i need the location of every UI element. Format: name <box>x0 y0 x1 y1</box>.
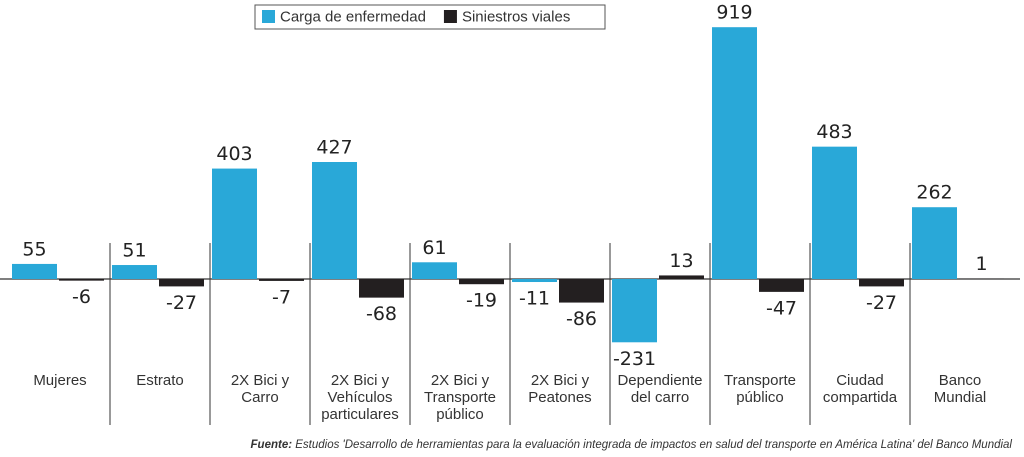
legend-swatch <box>443 10 457 23</box>
x-tick-label: Estrato <box>136 372 184 389</box>
value-label: -27 <box>166 292 197 314</box>
value-label: 403 <box>216 143 252 165</box>
value-label: 262 <box>916 182 952 204</box>
value-label: -7 <box>272 286 291 308</box>
bar <box>912 207 957 279</box>
x-tick-label: Mujeres <box>33 372 87 389</box>
x-tick-label: 2X Bici y Vehículos particulares <box>321 372 399 423</box>
x-tick-label: Ciudad compartida <box>822 372 898 406</box>
value-label: 13 <box>669 250 693 272</box>
value-label: -6 <box>72 286 91 308</box>
bar <box>612 279 657 343</box>
source-note: Fuente: Estudios 'Desarrollo de herramie… <box>251 439 1012 451</box>
value-label: 483 <box>816 121 852 143</box>
bar <box>412 262 457 279</box>
legend-label: Carga de enfermedad <box>280 8 426 25</box>
bar <box>59 279 104 281</box>
value-label: -19 <box>466 290 497 312</box>
value-label: -231 <box>613 348 656 370</box>
bar <box>659 275 704 279</box>
bar <box>359 279 404 298</box>
source-label: Fuente: <box>250 439 293 451</box>
bar <box>859 279 904 287</box>
value-label: -11 <box>519 288 550 310</box>
x-tick-label: 2X Bici y Carro <box>230 372 290 406</box>
bar <box>559 279 604 303</box>
x-tick-label: 2X Bici y Transporte público <box>424 372 496 423</box>
value-label: -86 <box>566 308 597 330</box>
value-label: 51 <box>122 240 146 262</box>
value-label: -47 <box>766 297 797 319</box>
value-label: 55 <box>22 238 46 260</box>
bar <box>12 263 57 279</box>
bar <box>312 162 357 279</box>
bar <box>212 168 257 279</box>
bar <box>259 279 304 281</box>
bar <box>712 27 757 279</box>
value-label: 1 <box>975 253 987 275</box>
bar <box>459 279 504 285</box>
x-tick-label: 2X Bici y Peatones <box>528 372 592 406</box>
bar <box>759 279 804 292</box>
value-label: 427 <box>316 137 352 159</box>
x-tick-label: Banco Mundial <box>933 372 987 406</box>
x-tick-label: Dependiente del carro <box>617 372 703 406</box>
bar <box>112 265 157 279</box>
value-label: 919 <box>716 2 752 24</box>
value-label: 61 <box>422 237 446 259</box>
bar <box>159 279 204 287</box>
legend-label: Siniestros viales <box>462 8 570 25</box>
value-label: -27 <box>866 292 897 314</box>
legend-swatch <box>262 10 275 23</box>
bar <box>812 146 857 279</box>
x-tick-label: Transporte público <box>724 372 796 406</box>
value-label: -68 <box>366 303 397 325</box>
legend-box <box>254 4 606 30</box>
source-text: Estudios 'Desarrollo de herramientas par… <box>295 439 1012 451</box>
bar <box>512 279 557 283</box>
